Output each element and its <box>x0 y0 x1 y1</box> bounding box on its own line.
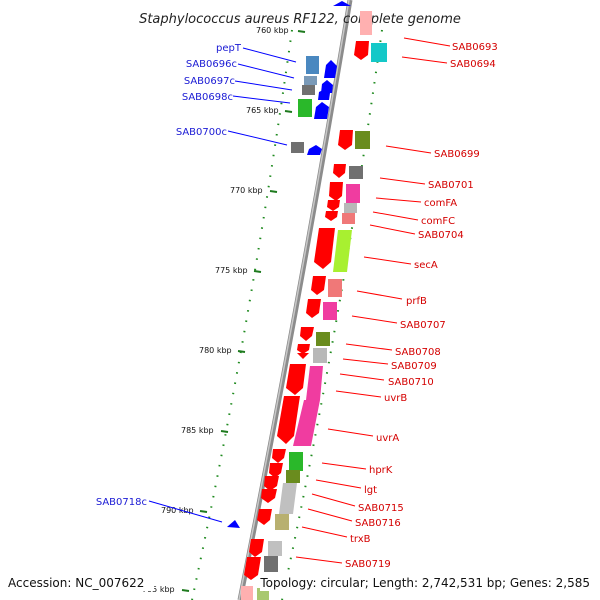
gene-label-SAB0693[interactable]: SAB0693 <box>452 42 498 53</box>
gene-label-SAB0694[interactable]: SAB0694 <box>450 59 496 70</box>
kbp-label: 775 kbp <box>215 266 248 275</box>
gene-label-SAB0707[interactable]: SAB0707 <box>400 320 446 331</box>
gene-label-SAB0704[interactable]: SAB0704 <box>418 230 464 241</box>
gene-arrow-prfB[interactable] <box>311 276 326 295</box>
gene-label-comFA[interactable]: comFA <box>424 198 457 209</box>
gene-label-SAB0710[interactable]: SAB0710 <box>388 377 434 388</box>
gene-arrow-SAB0704[interactable] <box>325 211 338 221</box>
cog-box <box>344 203 357 213</box>
cog-box <box>298 99 312 117</box>
cog-box <box>313 348 327 363</box>
gene-arrow-SAB0707[interactable] <box>306 299 321 318</box>
cog-box <box>264 556 278 572</box>
cog-box <box>275 514 289 530</box>
accession-text: Accession: NC_007622 <box>8 576 144 590</box>
kbp-label: 770 kbp <box>230 186 263 195</box>
cog-box <box>328 279 342 297</box>
cog-box <box>289 452 303 471</box>
gene-arrow-SAB0699[interactable] <box>338 130 353 150</box>
gene-arrow-SAB0701[interactable] <box>333 164 346 178</box>
forward-gene-features <box>227 56 337 528</box>
gene-label-prfB[interactable]: prfB <box>406 296 427 307</box>
gene-label-SAB0701[interactable]: SAB0701 <box>428 180 474 191</box>
gene-label-lgt[interactable]: lgt <box>364 485 377 496</box>
gene-arrow-SAB0694[interactable] <box>371 43 387 62</box>
gene-label-pepT[interactable]: pepT <box>216 43 242 54</box>
gene-label-uvrA[interactable]: uvrA <box>376 433 399 444</box>
gene-arrow-comFA[interactable] <box>329 182 343 201</box>
gene-arrow-hprK[interactable] <box>272 449 286 463</box>
gene-label-SAB0698c[interactable]: SAB0698c <box>182 92 233 103</box>
cog-box <box>316 332 330 346</box>
gene-label-secA[interactable]: secA <box>414 260 438 271</box>
gene-arrow-SAB0718c[interactable] <box>227 520 240 528</box>
gene-label-hprK[interactable]: hprK <box>369 465 393 476</box>
gene-label-SAB0718c[interactable]: SAB0718c <box>96 497 147 508</box>
cog-box <box>293 400 320 446</box>
genome-summary-text: Topology: circular; Length: 2,742,531 bp… <box>259 576 590 590</box>
cog-box <box>304 76 317 85</box>
gene-label-SAB0715[interactable]: SAB0715 <box>358 503 404 514</box>
gene-arrow-SAB0716[interactable] <box>257 509 272 525</box>
gene-label-SAB0700c[interactable]: SAB0700c <box>176 127 227 138</box>
kbp-label: 760 kbp <box>256 26 289 35</box>
gene-arrow-uvrB[interactable] <box>277 396 300 444</box>
kbp-label: 795 kbp <box>142 585 175 594</box>
cog-box <box>268 541 282 556</box>
cog-box <box>302 85 315 95</box>
map-title: Staphylococcus aureus RF122, complete ge… <box>139 12 461 27</box>
cog-box <box>333 230 352 272</box>
gene-arrow-SAB0719[interactable] <box>244 557 261 580</box>
gene-arrow-SAB0700c[interactable] <box>307 145 322 155</box>
cog-box <box>355 131 370 149</box>
gene-arrow-SAB0698c[interactable] <box>314 102 329 119</box>
gene-label-trxB[interactable]: trxB <box>350 534 371 545</box>
cog-box <box>346 184 360 203</box>
kbp-scale: 760 kbp 765 kbp 770 kbp 775 kbp 780 kbp … <box>142 26 306 594</box>
top-arrow-icon <box>333 1 351 6</box>
gene-arrow-SAB0715[interactable] <box>264 476 279 491</box>
genome-backbone <box>237 0 353 600</box>
gene-label-SAB0716[interactable]: SAB0716 <box>355 518 401 529</box>
cog-box <box>323 302 337 320</box>
gene-arrow-lgt[interactable] <box>269 463 283 478</box>
reverse-gene-labels: SAB0693 SAB0694 SAB0699 SAB0701 comFA co… <box>295 37 498 570</box>
gene-label-SAB0697c[interactable]: SAB0697c <box>184 76 235 87</box>
gene-arrow-comFC[interactable] <box>327 200 340 211</box>
gene-arrow-SAB0709[interactable] <box>297 344 310 354</box>
cog-box <box>279 483 297 514</box>
cog-box <box>306 56 319 74</box>
gene-arrow-SAB0710[interactable] <box>286 364 306 395</box>
cog-box <box>286 470 300 483</box>
gene-label-SAB0709[interactable]: SAB0709 <box>391 361 437 372</box>
cog-box <box>306 366 323 400</box>
gene-label-comFC[interactable]: comFC <box>421 216 455 227</box>
forward-gene-labels: pepT SAB0696c SAB0697c SAB0698c SAB0700c… <box>96 43 297 523</box>
kbp-label: 765 kbp <box>246 106 279 115</box>
gene-arrow-SAB0697c[interactable] <box>318 89 330 100</box>
cog-box <box>349 166 363 179</box>
gene-arrow-pepT[interactable] <box>324 60 337 78</box>
gene-label-SAB0696c[interactable]: SAB0696c <box>186 59 237 70</box>
gene-label-SAB0719[interactable]: SAB0719 <box>345 559 391 570</box>
gene-arrow-SAB0693[interactable] <box>354 41 369 60</box>
cog-box <box>291 142 304 153</box>
gene-arrow-SAB0708[interactable] <box>300 327 314 341</box>
gene-arrow-trxB[interactable] <box>249 539 264 557</box>
kbp-label: 780 kbp <box>199 346 232 355</box>
kbp-label: 785 kbp <box>181 426 214 435</box>
kbp-label: 790 kbp <box>161 506 194 515</box>
gene-label-SAB0708[interactable]: SAB0708 <box>395 347 441 358</box>
cog-box <box>342 213 355 224</box>
gene-arrow-secA[interactable] <box>314 228 335 269</box>
gene-label-SAB0699[interactable]: SAB0699 <box>434 149 480 160</box>
gene-label-uvrB[interactable]: uvrB <box>384 393 407 404</box>
reverse-gene-features <box>241 11 387 600</box>
